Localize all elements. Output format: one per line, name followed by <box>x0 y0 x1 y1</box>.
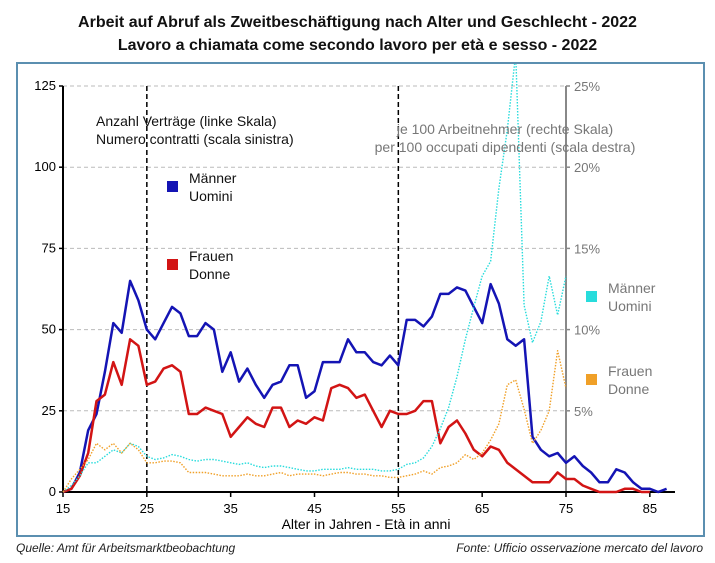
annotation-right-line: per 100 occupati dipendenti (scala destr… <box>375 139 636 155</box>
legend-swatch-0 <box>167 181 178 192</box>
y-tick-label-right: 10% <box>574 323 600 338</box>
chart-subtitle: Lavoro a chiamata come secondo lavoro pe… <box>117 37 598 54</box>
chart-frame <box>16 62 705 537</box>
x-axis-title: Alter in Jahren - Età in anni <box>282 516 451 532</box>
y-tick-label-right: 15% <box>574 241 600 256</box>
legend-label-3: Frauen <box>608 363 652 379</box>
x-tick-label: 75 <box>559 501 573 516</box>
y-tick-label-right: 25% <box>574 79 600 94</box>
chart-title: Arbeit auf Abruf als Zweitbeschäftigung … <box>78 14 637 31</box>
legend-label-2: Uomini <box>608 298 652 314</box>
y-tick-label-left: 125 <box>34 78 56 93</box>
legend-label-0: Männer <box>189 170 237 186</box>
legend-swatch-3 <box>586 374 597 385</box>
x-tick-label: 35 <box>223 501 237 516</box>
legend-label-3: Donne <box>608 381 649 397</box>
y-tick-label-right: 20% <box>574 160 600 175</box>
annotation-left-line: Numero contratti (scala sinistra) <box>96 131 294 147</box>
annotation-left-line: Anzahl Verträge (linke Skala) <box>96 113 277 129</box>
series-line-2 <box>62 64 567 493</box>
x-tick-label: 55 <box>391 501 405 516</box>
y-tick-label-left: 50 <box>42 322 56 337</box>
legend-swatch-2 <box>586 291 597 302</box>
series-line-1 <box>62 338 650 494</box>
y-tick-label-left: 25 <box>42 403 56 418</box>
y-tick-label-right: 5% <box>574 404 593 419</box>
x-tick-label: 45 <box>307 501 321 516</box>
series-line-3 <box>62 350 567 493</box>
y-tick-label-left: 75 <box>42 240 56 255</box>
x-tick-label: 15 <box>56 501 70 516</box>
legend-label-2: Männer <box>608 280 656 296</box>
legend-label-0: Uomini <box>189 188 233 204</box>
legend-swatch-1 <box>167 259 178 270</box>
source-right: Fonte: Ufficio osservazione mercato del … <box>456 541 703 555</box>
x-tick-label: 65 <box>475 501 489 516</box>
source-left: Quelle: Amt für Arbeitsmarktbeobachtung <box>16 541 236 555</box>
series-line-0 <box>62 279 668 494</box>
x-tick-label: 85 <box>643 501 657 516</box>
y-tick-label-left: 0 <box>49 484 56 499</box>
annotation-right-line: je 100 Arbeitnehmer (rechte Skala) <box>396 121 613 137</box>
x-tick-label: 25 <box>140 501 154 516</box>
legend-label-1: Frauen <box>189 248 233 264</box>
y-tick-label-left: 100 <box>34 159 56 174</box>
legend-label-1: Donne <box>189 266 230 282</box>
